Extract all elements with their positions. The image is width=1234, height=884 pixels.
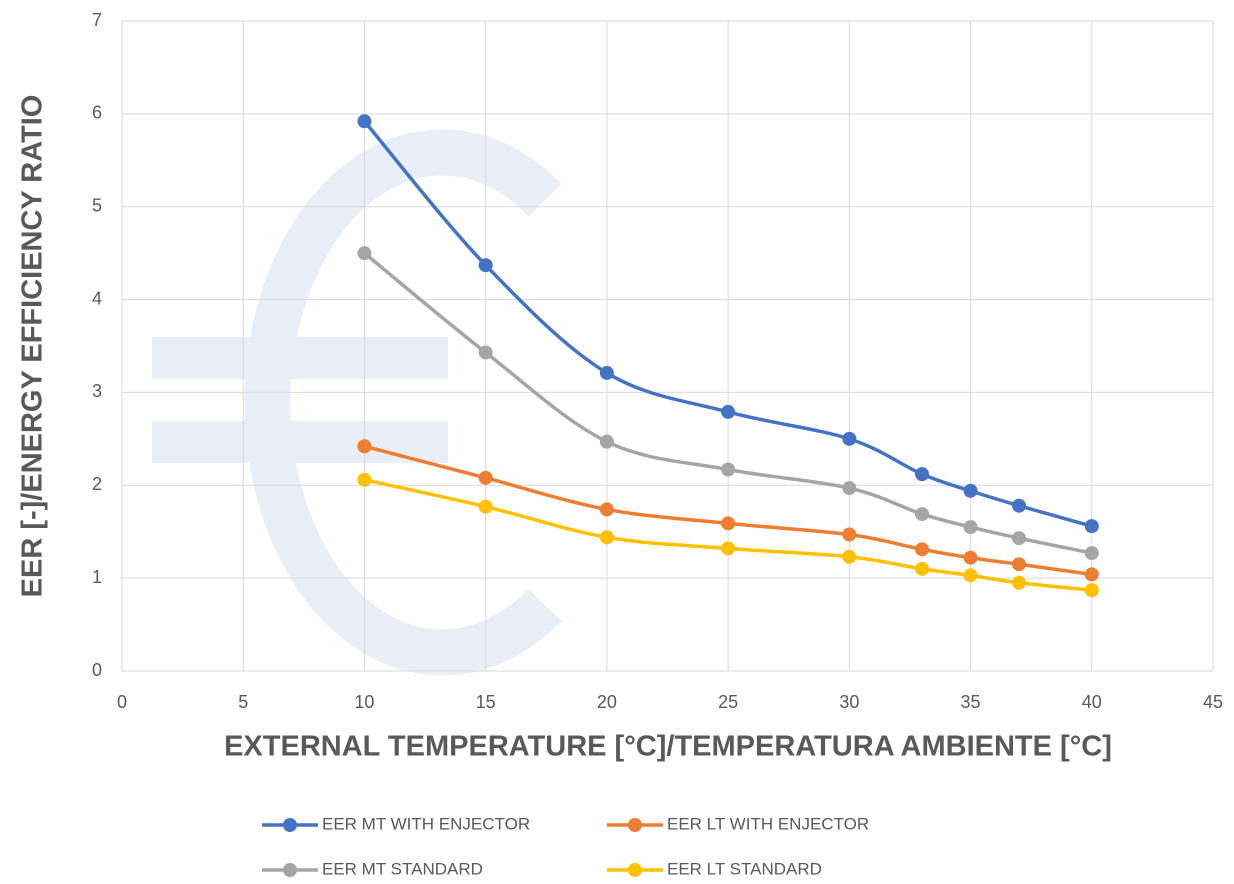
x-tick-label: 10 <box>354 692 374 712</box>
legend-marker <box>628 863 642 877</box>
data-point <box>1012 498 1027 513</box>
plot <box>357 114 1099 598</box>
x-tick-label: 45 <box>1203 692 1223 712</box>
data-point <box>478 470 493 485</box>
legend-label: EER LT STANDARD <box>667 859 822 878</box>
y-tick-label: 7 <box>92 10 102 30</box>
x-tick-label: 40 <box>1082 692 1102 712</box>
data-point <box>599 530 614 545</box>
data-point <box>915 561 930 576</box>
data-point <box>963 568 978 583</box>
data-point <box>963 520 978 535</box>
y-tick-label: 5 <box>92 195 102 215</box>
legend-label: EER LT WITH ENJECTOR <box>667 814 869 833</box>
x-tick-label: 5 <box>238 692 248 712</box>
y-axis-title: EER [-]/ENERGY EFFICIENCY RATIO <box>17 95 49 598</box>
data-point <box>915 542 930 557</box>
data-point <box>599 434 614 449</box>
data-point <box>599 365 614 380</box>
y-tick-label: 2 <box>92 474 102 494</box>
data-point <box>963 550 978 565</box>
series-line <box>364 478 1092 592</box>
data-point <box>478 258 493 273</box>
x-tick-label: 35 <box>961 692 981 712</box>
data-point <box>1084 583 1099 598</box>
data-point <box>1084 519 1099 534</box>
data-point <box>599 502 614 517</box>
data-point <box>1012 557 1027 572</box>
data-point <box>842 481 857 496</box>
x-axis-title: EXTERNAL TEMPERATURE [°C]/TEMPERATURA AM… <box>224 731 1112 763</box>
x-tick-label: 15 <box>476 692 496 712</box>
legend: EER MT WITH ENJECTOR EER LT WITH ENJECTOR… <box>262 814 869 878</box>
data-point <box>842 431 857 446</box>
data-point <box>478 345 493 360</box>
legend-marker <box>283 863 297 877</box>
data-point <box>915 507 930 522</box>
x-tick-label: 25 <box>718 692 738 712</box>
legend-label: EER MT WITH ENJECTOR <box>322 814 530 833</box>
y-tick-label: 4 <box>92 288 102 308</box>
data-point <box>1012 575 1027 590</box>
data-point <box>842 549 857 564</box>
data-point <box>357 246 372 261</box>
data-point <box>1084 567 1099 582</box>
legend-marker <box>628 818 642 832</box>
data-point <box>1084 546 1099 561</box>
data-point <box>478 499 493 514</box>
x-tick-label: 0 <box>117 692 127 712</box>
watermark-bar <box>152 337 448 379</box>
y-tick-label: 1 <box>92 567 102 587</box>
data-point <box>1012 531 1027 546</box>
series-line <box>364 444 1093 577</box>
y-tick-label: 6 <box>92 103 102 123</box>
legend-marker <box>283 818 297 832</box>
watermark-arc <box>244 129 562 676</box>
data-point <box>357 439 372 454</box>
data-point <box>721 541 736 556</box>
data-point <box>963 483 978 498</box>
legend-label: EER MT STANDARD <box>322 859 483 878</box>
data-point <box>357 114 372 129</box>
y-tick-label: 3 <box>92 381 102 401</box>
data-point <box>721 516 736 531</box>
series-line <box>363 251 1093 555</box>
data-point <box>721 404 736 419</box>
x-tick-label: 30 <box>839 692 859 712</box>
x-tick-label: 20 <box>597 692 617 712</box>
y-tick-label: 0 <box>92 660 102 680</box>
data-point <box>357 472 372 487</box>
data-point <box>915 467 930 482</box>
data-point <box>721 462 736 477</box>
watermark <box>152 129 562 676</box>
data-point <box>842 527 857 542</box>
